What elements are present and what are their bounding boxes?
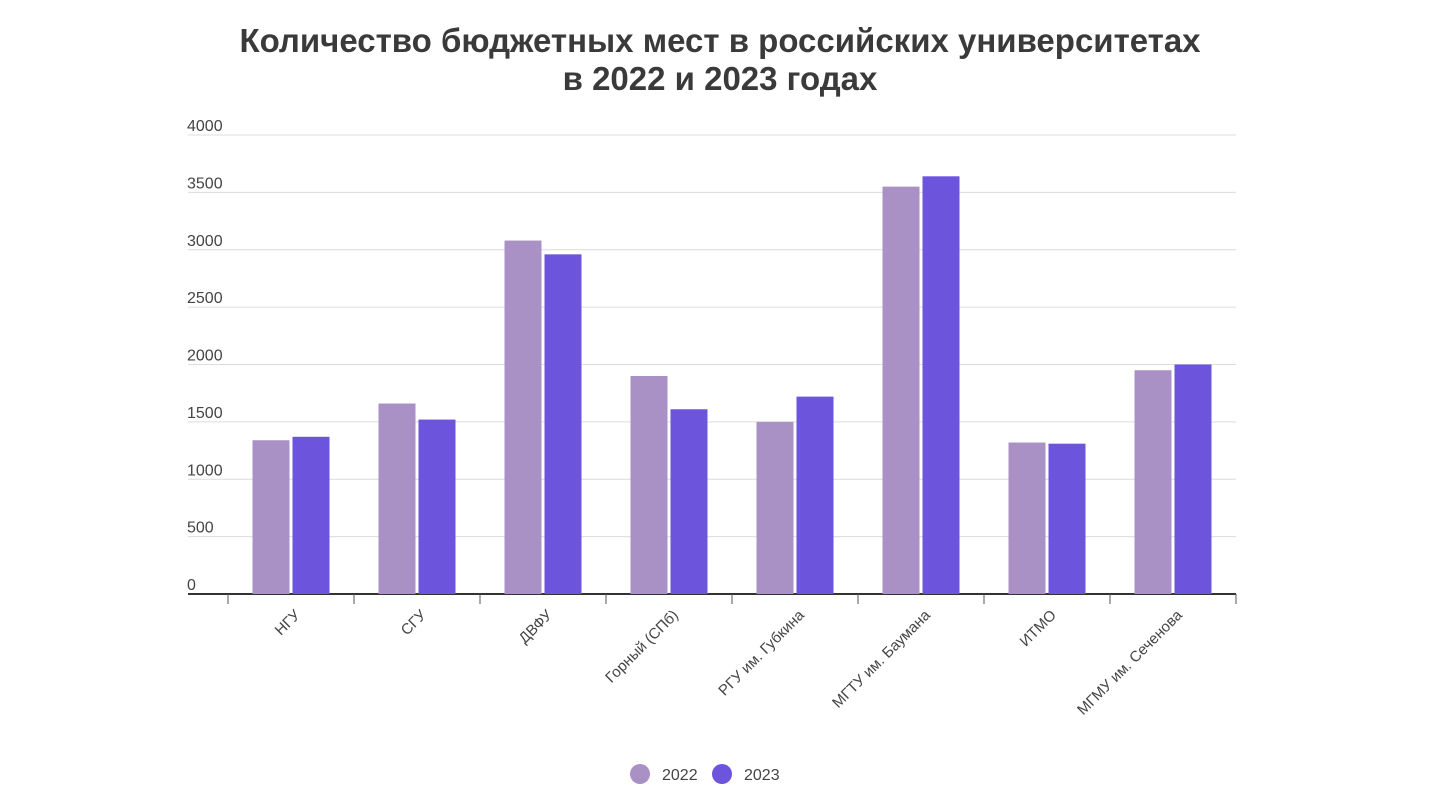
- bar-2023: [1048, 443, 1086, 594]
- x-category-label: ИТМО: [1017, 607, 1060, 650]
- chart-title-line2: в 2022 и 2023 годах: [562, 60, 878, 97]
- legend-label-2023: 2023: [744, 767, 780, 784]
- x-category-label: СГУ: [398, 606, 430, 638]
- bar-2022: [882, 186, 920, 594]
- bar-2023: [796, 396, 834, 594]
- bar-2022: [1134, 370, 1172, 594]
- legend-marker-2022: [630, 764, 650, 784]
- bar-2022: [378, 403, 416, 594]
- y-tick-label: 2000: [187, 348, 223, 365]
- x-category-label: Горный (СПб): [602, 607, 682, 687]
- x-category-label: НГУ: [272, 606, 304, 638]
- y-tick-label: 1500: [187, 405, 223, 422]
- x-category-label: РГУ им. Губкина: [715, 606, 808, 699]
- bar-2022: [1008, 442, 1046, 594]
- bar-2023: [922, 176, 960, 594]
- legend-label-2022: 2022: [662, 767, 698, 784]
- bar-2023: [292, 436, 330, 594]
- bar-2023: [670, 409, 708, 594]
- chart-title-line1: Количество бюджетных мест в российских у…: [239, 22, 1201, 59]
- y-tick-label: 2500: [187, 290, 223, 307]
- bar-2022: [252, 440, 290, 594]
- bar-2023: [1174, 364, 1212, 594]
- bar-2022: [756, 421, 794, 594]
- bar-2023: [544, 254, 582, 594]
- y-tick-label: 3000: [187, 233, 223, 250]
- bar-2022: [630, 375, 668, 594]
- y-tick-label: 0: [187, 577, 196, 594]
- x-category-label: МГМУ им. Сеченова: [1074, 606, 1186, 718]
- chart-title: Количество бюджетных мест в российских у…: [0, 22, 1440, 98]
- y-tick-label: 500: [187, 520, 214, 537]
- y-tick-label: 1000: [187, 462, 223, 479]
- y-tick-label: 3500: [187, 175, 223, 192]
- y-tick-label: 4000: [187, 118, 223, 135]
- bar-2022: [504, 240, 542, 594]
- legend-marker-2023: [712, 764, 732, 784]
- x-category-label: ДВФУ: [516, 606, 557, 647]
- bar-2023: [418, 419, 456, 594]
- x-category-label: МГТУ им. Баумана: [829, 606, 934, 711]
